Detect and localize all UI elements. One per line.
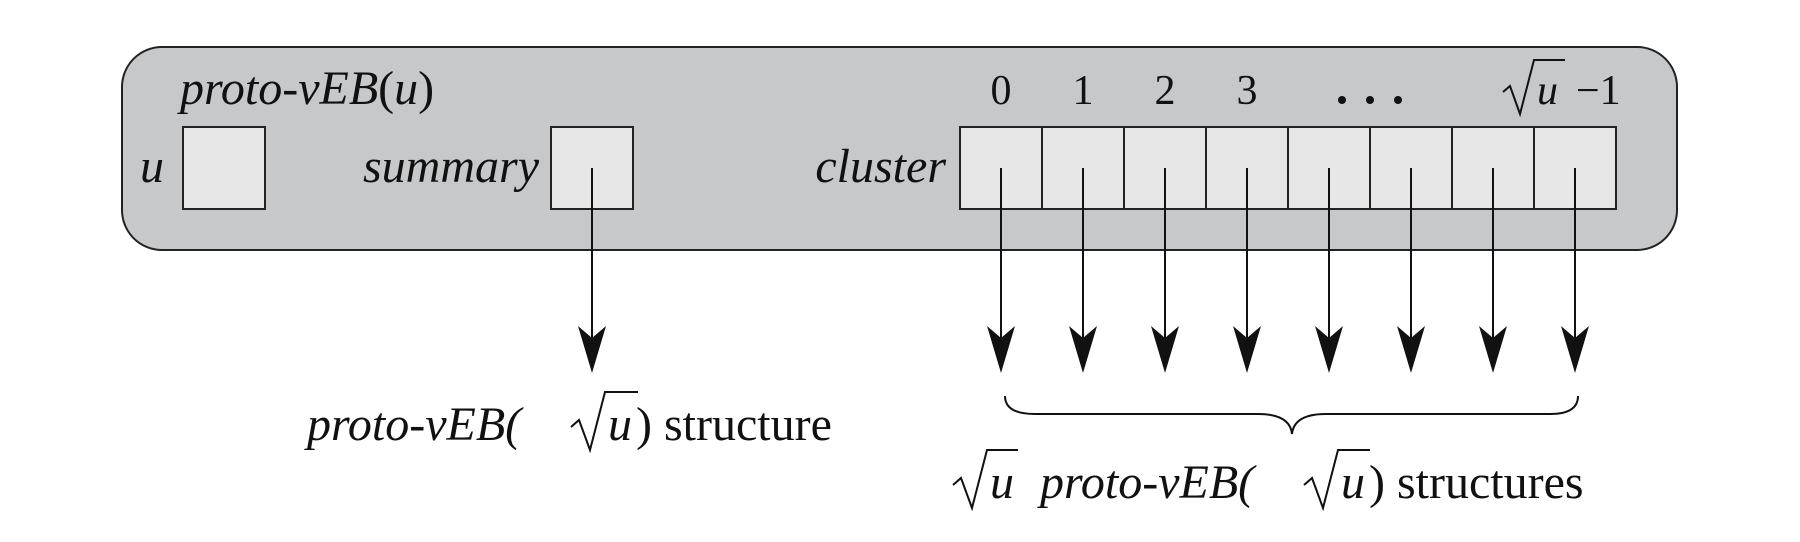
cluster-array <box>959 126 1617 210</box>
summary-caption-radicand: u <box>608 398 632 451</box>
cluster-pointer-arrow-0 <box>987 168 1015 373</box>
svg-text:proto-vEB(: proto-vEB( <box>304 398 524 451</box>
structure-title: proto-vEB(u) <box>177 62 434 115</box>
cluster-pointer-arrow-2 <box>1151 168 1179 373</box>
structure-title-arg: u <box>394 62 418 115</box>
clusters-brace-icon <box>1004 395 1579 435</box>
cluster-index-last-suffix: −1 <box>1576 68 1621 114</box>
cluster-index-3: 3 <box>1237 68 1258 114</box>
cluster-pointer-arrow-7 <box>1561 168 1589 373</box>
clusters-caption: u proto-vEB( u ) structures <box>952 449 1584 512</box>
sqrt-sign-icon <box>1502 59 1565 118</box>
sqrt-sign-icon <box>952 449 1018 512</box>
clusters-caption-radicand: u <box>1341 456 1365 509</box>
sqrt-sign-icon <box>570 391 638 454</box>
cluster-pointer-arrows <box>987 168 1589 373</box>
clusters-caption-suffix: ) structures <box>1369 456 1584 509</box>
cluster-index-ellipsis <box>1338 96 1402 104</box>
summary-caption-suffix: ) structure <box>636 398 832 451</box>
cluster-pointer-arrow-6 <box>1479 168 1507 373</box>
summary-caption: proto-vEB( u ) structure <box>304 391 832 454</box>
cluster-pointer-arrow-1 <box>1069 168 1097 373</box>
clusters-caption-count-radicand: u <box>990 456 1014 509</box>
svg-text:proto-vEB(: proto-vEB( <box>1037 456 1257 509</box>
cluster-pointer-arrow-4 <box>1315 168 1343 373</box>
summary-caption-prefix: proto-vEB( <box>304 398 524 451</box>
structure-title-name: proto-vEB <box>177 62 378 115</box>
cluster-index-1: 1 <box>1073 68 1094 114</box>
summary-field-label: summary <box>363 140 540 193</box>
cluster-pointer-arrow-3 <box>1233 168 1261 373</box>
cluster-pointer-arrow-5 <box>1397 168 1425 373</box>
cluster-field-label: cluster <box>815 140 946 193</box>
cluster-index-0: 0 <box>991 68 1012 114</box>
cluster-index-last-radicand: u <box>1537 68 1558 114</box>
sqrt-sign-icon <box>1303 449 1370 512</box>
u-field-box <box>182 126 266 210</box>
clusters-caption-prefix: proto-vEB( <box>1037 456 1257 509</box>
cluster-index-last: u −1 <box>1502 59 1621 118</box>
summary-pointer-arrow <box>578 168 606 373</box>
u-field-label: u <box>140 140 164 193</box>
cluster-index-2: 2 <box>1155 68 1176 114</box>
